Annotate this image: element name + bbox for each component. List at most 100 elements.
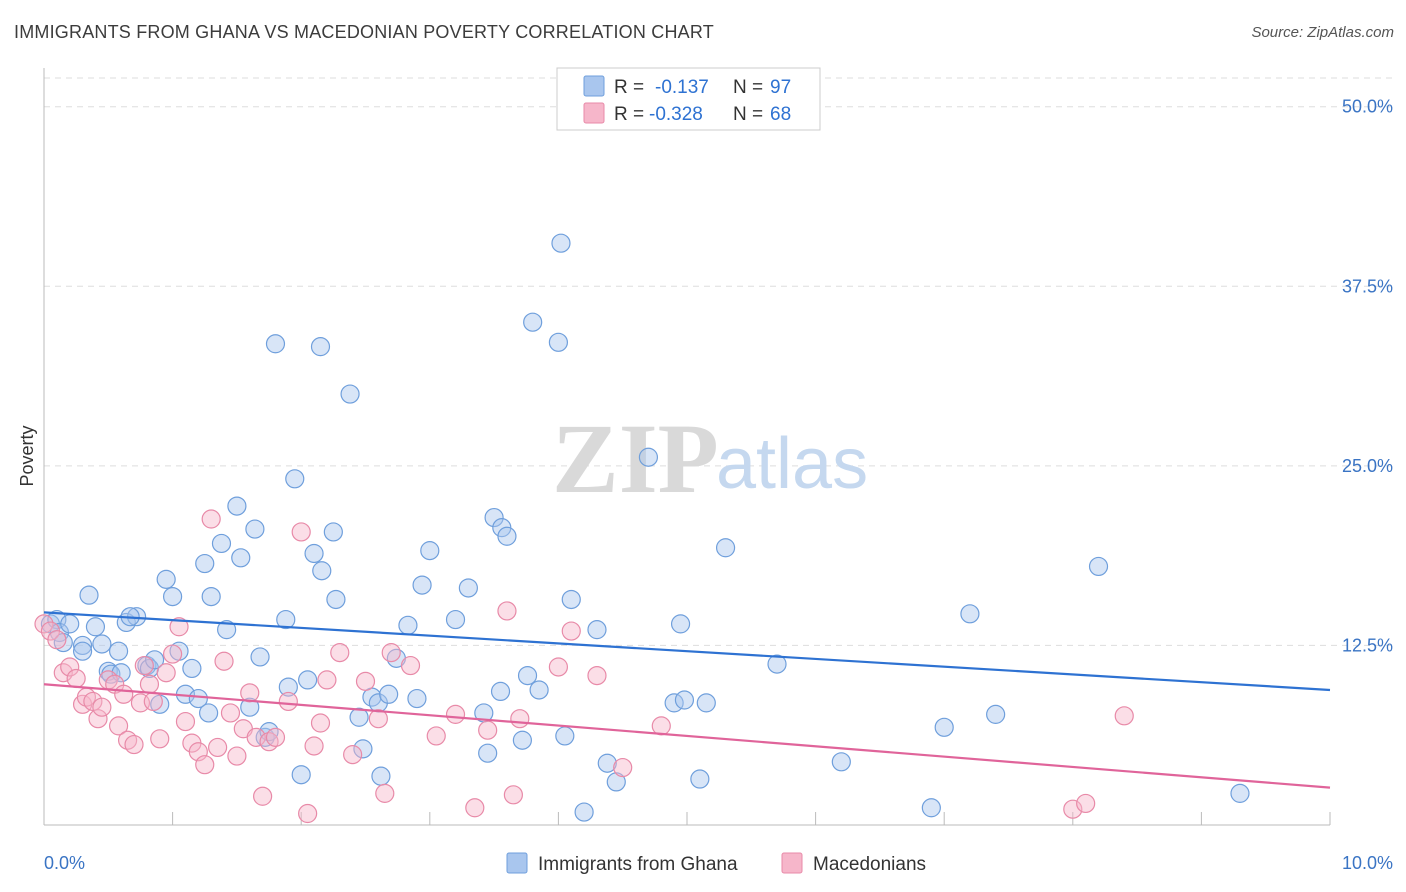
x-tick-labels: 0.0% 10.0% xyxy=(44,853,1393,873)
blue-data-point xyxy=(597,753,617,773)
pink-data-point xyxy=(214,651,234,671)
legend-r-value-pink: -0.328 xyxy=(649,104,703,125)
blue-data-point xyxy=(674,690,695,710)
pink-trend-line xyxy=(43,683,1331,789)
pink-data-point xyxy=(108,716,129,736)
blue-data-point xyxy=(245,519,265,539)
data-points xyxy=(34,233,1250,824)
blue-data-point xyxy=(445,609,466,630)
pink-data-point xyxy=(253,786,273,806)
blue-data-point xyxy=(412,575,432,595)
blue-data-point xyxy=(934,717,954,737)
blue-data-point xyxy=(72,641,93,661)
correlation-legend: R = -0.137 N = 97 R = -0.328 N = 68 xyxy=(556,67,821,131)
blue-data-point xyxy=(310,337,331,357)
pink-data-point xyxy=(445,704,466,724)
trend-lines xyxy=(43,611,1331,789)
pink-data-point xyxy=(201,509,221,529)
legend-r-label-pink: R = xyxy=(614,104,644,125)
watermark-zip: ZIP xyxy=(552,403,719,514)
blue-data-point xyxy=(379,684,399,704)
blue-data-point xyxy=(231,548,251,568)
blue-data-point xyxy=(211,533,232,554)
blue-data-point xyxy=(1088,556,1109,577)
blue-data-point xyxy=(458,578,478,598)
blue-data-point xyxy=(767,654,787,674)
blue-data-point xyxy=(108,641,129,661)
pink-data-point xyxy=(426,726,446,746)
blue-data-point xyxy=(512,730,532,750)
blue-data-point xyxy=(156,569,176,589)
blue-data-point xyxy=(182,658,202,679)
legend-n-label-pink: N = xyxy=(733,104,763,125)
watermark-atlas: atlas xyxy=(716,424,868,504)
chart-title: IMMIGRANTS FROM GHANA VS MACEDONIAN POVE… xyxy=(14,22,714,42)
blue-data-point xyxy=(276,609,296,630)
x-tick-label: 0.0% xyxy=(44,853,85,873)
blue-data-point xyxy=(265,334,286,354)
pink-data-point xyxy=(134,655,154,676)
blue-data-point xyxy=(497,526,517,546)
blue-data-point xyxy=(574,802,594,822)
blue-data-point xyxy=(326,589,346,610)
blue-data-point xyxy=(72,635,93,656)
pink-data-point xyxy=(1114,706,1134,726)
pink-data-point xyxy=(375,783,395,803)
blue-data-point xyxy=(638,447,659,467)
pink-data-point xyxy=(381,643,401,663)
blue-data-point xyxy=(340,384,360,404)
pink-data-point xyxy=(246,727,266,747)
blue-data-point xyxy=(960,604,980,624)
legend-swatch-pink xyxy=(583,102,605,124)
pink-data-point xyxy=(613,757,633,778)
pink-data-point xyxy=(227,746,247,766)
blue-data-point xyxy=(195,553,215,574)
legend-n-label-blue: N = xyxy=(733,77,763,98)
blue-data-point xyxy=(1230,783,1250,803)
blue-data-point xyxy=(79,585,99,605)
blue-data-point xyxy=(240,697,260,717)
blue-data-point xyxy=(291,765,311,785)
pink-data-point xyxy=(503,785,523,805)
pink-data-point xyxy=(587,665,607,686)
blue-data-point xyxy=(304,543,324,564)
blue-data-point xyxy=(144,650,165,670)
pink-data-point xyxy=(330,643,350,663)
blue-data-point xyxy=(690,769,710,789)
pink-data-point xyxy=(156,663,176,683)
blue-data-point xyxy=(312,561,332,581)
series-legend-swatch-pink xyxy=(781,852,803,874)
pink-data-point xyxy=(60,657,80,677)
blue-data-point xyxy=(398,615,418,635)
y-tick-label: 25.0% xyxy=(1342,456,1393,476)
blue-data-point xyxy=(555,726,575,746)
blue-data-point xyxy=(587,620,607,640)
pink-data-point xyxy=(298,803,318,824)
pink-data-point xyxy=(150,729,170,749)
pink-data-point xyxy=(304,736,324,756)
series-legend-label-blue: Immigrants from Ghana xyxy=(538,854,738,875)
pink-data-point xyxy=(265,727,286,747)
blue-data-point xyxy=(921,798,941,818)
blue-data-point xyxy=(323,522,343,542)
blue-data-point xyxy=(407,688,427,709)
blue-trend-line xyxy=(43,611,1331,692)
series-legend: Immigrants from Ghana Macedonians xyxy=(506,852,926,875)
legend-swatch-blue xyxy=(583,75,605,97)
pink-data-point xyxy=(291,522,311,542)
pink-data-point xyxy=(510,709,530,729)
blue-data-point xyxy=(606,772,626,792)
pink-data-point xyxy=(124,734,144,755)
pink-data-point xyxy=(368,709,388,729)
blue-data-point xyxy=(696,693,716,713)
blue-data-point xyxy=(551,233,571,253)
pink-data-point xyxy=(143,691,163,712)
blue-data-point xyxy=(523,312,543,332)
blue-data-point xyxy=(60,614,80,634)
pink-data-point xyxy=(195,755,215,775)
blue-data-point xyxy=(250,647,270,667)
series-legend-label-pink: Macedonians xyxy=(813,854,926,875)
blue-data-point xyxy=(670,614,691,634)
blue-data-point xyxy=(163,586,183,607)
